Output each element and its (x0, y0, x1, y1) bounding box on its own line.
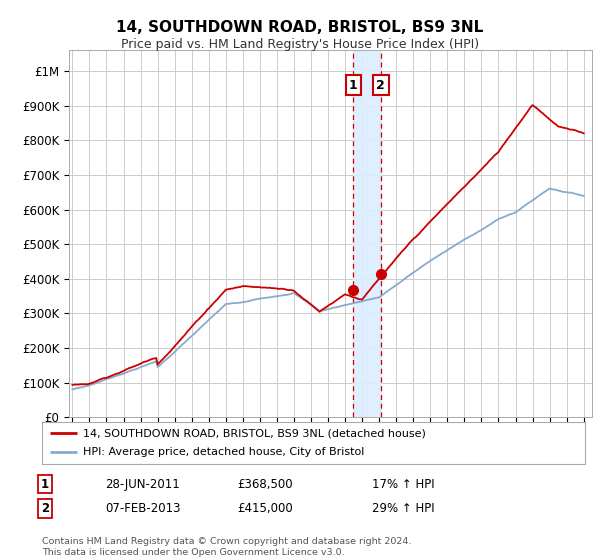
Text: 28-JUN-2011: 28-JUN-2011 (105, 478, 180, 491)
Text: Contains HM Land Registry data © Crown copyright and database right 2024.
This d: Contains HM Land Registry data © Crown c… (42, 537, 412, 557)
Text: 2: 2 (376, 78, 385, 91)
Text: 1: 1 (41, 478, 49, 491)
Text: £368,500: £368,500 (237, 478, 293, 491)
Text: 1: 1 (349, 78, 358, 91)
Text: 2: 2 (41, 502, 49, 515)
Text: 14, SOUTHDOWN ROAD, BRISTOL, BS9 3NL: 14, SOUTHDOWN ROAD, BRISTOL, BS9 3NL (116, 20, 484, 35)
Text: 29% ↑ HPI: 29% ↑ HPI (372, 502, 434, 515)
Text: 17% ↑ HPI: 17% ↑ HPI (372, 478, 434, 491)
Text: £415,000: £415,000 (237, 502, 293, 515)
Text: 07-FEB-2013: 07-FEB-2013 (105, 502, 181, 515)
Bar (353, 50, 381, 417)
Text: HPI: Average price, detached house, City of Bristol: HPI: Average price, detached house, City… (83, 447, 364, 458)
Text: 14, SOUTHDOWN ROAD, BRISTOL, BS9 3NL (detached house): 14, SOUTHDOWN ROAD, BRISTOL, BS9 3NL (de… (83, 428, 425, 438)
Text: Price paid vs. HM Land Registry's House Price Index (HPI): Price paid vs. HM Land Registry's House … (121, 38, 479, 51)
